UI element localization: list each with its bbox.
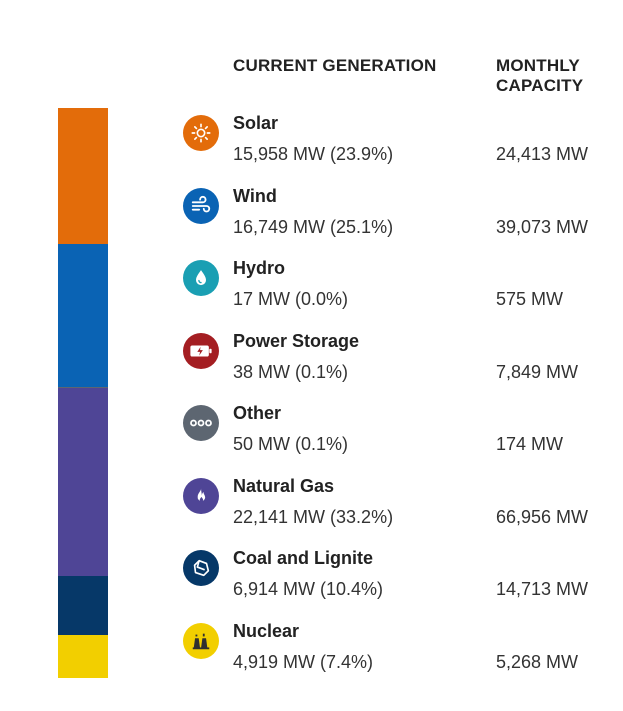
wind-icon bbox=[183, 187, 219, 224]
monthly-capacity-value: 24,413 MW bbox=[496, 144, 589, 164]
nuclear-plant-icon bbox=[183, 622, 219, 659]
source-name: Power Storage bbox=[233, 330, 360, 351]
battery-icon bbox=[183, 332, 219, 369]
current-generation-value: 50 MW (0.1%) bbox=[233, 434, 349, 454]
current-generation-value: 15,958 MW (23.9%) bbox=[233, 144, 394, 164]
bar-segment-coal-and-lignite bbox=[58, 576, 108, 636]
source-row-natural-gas: Natural Gas 22,141 MW (33.2%) 66,956 MW bbox=[0, 473, 623, 545]
source-row-coal-and-lignite: Coal and Lignite 6,914 MW (10.4%) 14,713 M… bbox=[0, 545, 623, 617]
source-name: Wind bbox=[233, 185, 277, 206]
source-row-other: Other 50 MW (0.1%) 174 MW bbox=[0, 400, 623, 472]
current-generation-value: 6,914 MW (10.4%) bbox=[233, 579, 384, 599]
current-generation-header: CURRENT GENERATION bbox=[233, 56, 437, 75]
current-generation-value: 17 MW (0.0%) bbox=[233, 289, 349, 309]
source-name: Natural Gas bbox=[233, 475, 335, 496]
water-drop-icon bbox=[183, 260, 219, 296]
monthly-capacity-value: 39,073 MW bbox=[496, 216, 589, 237]
source-name: Other bbox=[233, 403, 282, 423]
source-row-wind: Wind 16,749 MW (25.1%) 39,073 MW bbox=[0, 183, 623, 255]
source-row-hydro: Hydro 17 MW (0.0%) 575 MW bbox=[0, 255, 623, 327]
current-generation-value: 22,141 MW (33.2%) bbox=[233, 506, 394, 527]
source-row-power-storage: Power Storage 38 MW (0.1%) 7,849 MW bbox=[0, 328, 623, 400]
monthly-capacity-header: MONTHLY CAPACITY bbox=[496, 56, 584, 95]
bar-segment-wind bbox=[58, 243, 108, 388]
current-generation-value: 16,749 MW (25.1%) bbox=[233, 216, 394, 237]
monthly-capacity-value: 66,956 MW bbox=[496, 506, 589, 527]
monthly-capacity-value: 14,713 MW bbox=[496, 579, 589, 599]
sun-icon bbox=[183, 115, 219, 151]
source-name: Nuclear bbox=[233, 620, 300, 641]
source-name: Coal and Lignite bbox=[233, 548, 374, 568]
monthly-capacity-value: 7,849 MW bbox=[496, 361, 579, 382]
source-name: Hydro bbox=[233, 258, 286, 278]
flame-icon bbox=[183, 477, 219, 514]
bar-segment-solar bbox=[58, 108, 108, 245]
dots-icon bbox=[183, 405, 219, 441]
current-generation-value: 38 MW (0.1%) bbox=[233, 361, 349, 382]
coal-icon bbox=[183, 550, 219, 586]
generation-stacked-bar bbox=[58, 108, 108, 678]
bar-segment-natural-gas bbox=[58, 387, 108, 577]
source-row-solar: Solar 15,958 MW (23.9%) 24,413 MW bbox=[0, 110, 623, 182]
monthly-capacity-value: 5,268 MW bbox=[496, 651, 579, 672]
source-row-nuclear: Nuclear 4,919 MW (7.4%) 5,268 MW bbox=[0, 618, 623, 690]
monthly-capacity-value: 575 MW bbox=[496, 289, 564, 309]
current-generation-value: 4,919 MW (7.4%) bbox=[233, 651, 374, 672]
monthly-capacity-value: 174 MW bbox=[496, 434, 564, 454]
bar-segment-nuclear bbox=[58, 635, 108, 678]
source-name: Solar bbox=[233, 113, 279, 133]
